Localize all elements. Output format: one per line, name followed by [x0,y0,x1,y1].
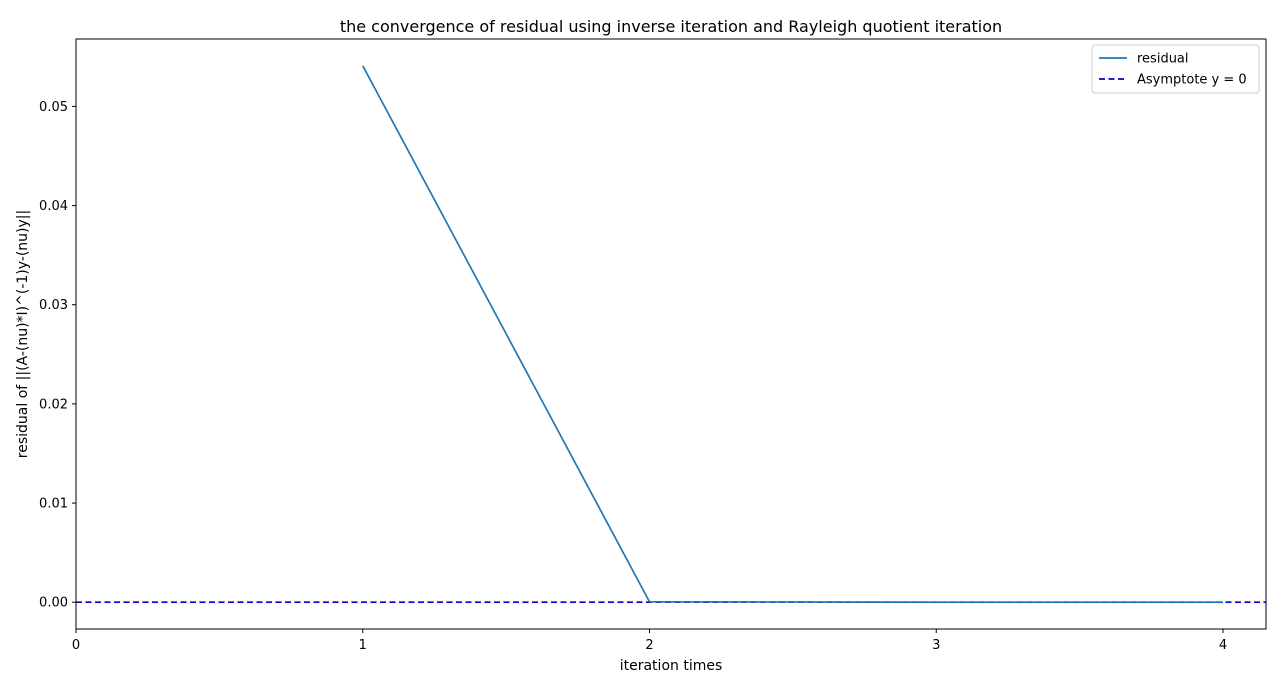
y-tick-label: 0.01 [39,497,68,512]
x-axis-label: iteration times [620,658,723,674]
axes-frame [75,38,1267,630]
y-tick-label: 0.03 [39,298,68,313]
y-tick-label: 0.04 [39,199,68,214]
x-tick-label: 0 [72,638,80,653]
chart-title: the convergence of residual using invers… [340,17,1002,36]
legend-box [1091,44,1260,94]
plot-area: 0 1 2 3 4 0.00 0.01 0.02 0.03 0.04 0.05 [39,38,1267,653]
y-tick-label: 0.00 [39,596,68,611]
legend-label: residual [1137,52,1189,67]
x-tick-label: 2 [645,638,653,653]
x-tick-label: 3 [932,638,940,653]
legend-label: Asymptote y = 0 [1137,73,1247,88]
series-line-residual [362,65,1223,604]
y-tick-label: 0.05 [39,100,68,115]
x-tick-label: 4 [1219,638,1227,653]
y-tick-label: 0.02 [39,397,68,412]
x-tick-label: 1 [359,638,367,653]
y-axis-label: residual of ||(A-(nu)*I)^(-1)y-(nu)y|| [15,210,31,458]
legend: residual Asymptote y = 0 [1091,44,1260,94]
